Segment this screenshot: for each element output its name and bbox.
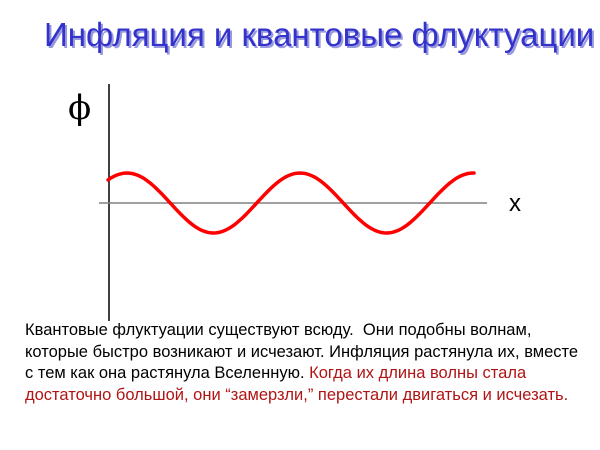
body-line-3: с тем как она растянула Вселенную. Когда… <box>25 363 590 385</box>
x-axis-label-x: x <box>509 190 521 217</box>
body-line-3-black: с тем как она растянула Вселенную. <box>25 364 310 383</box>
body-paragraph: Квантовые флуктуации существуют всюду. О… <box>25 320 590 407</box>
body-line-1: Квантовые флуктуации существуют всюду. О… <box>25 321 532 339</box>
body-line-4: достаточно большой, они “замерзли,” пере… <box>25 386 569 405</box>
body-line-3-red: Когда их длина волны стала <box>309 364 527 383</box>
sine-wave-curve <box>106 171 476 235</box>
body-line-2: которые быстро возникают и исчезают. Инф… <box>25 342 579 361</box>
slide-title: Инфляция и квантовые флуктуации <box>44 16 595 53</box>
y-axis-label-phi: ϕ <box>68 88 91 128</box>
